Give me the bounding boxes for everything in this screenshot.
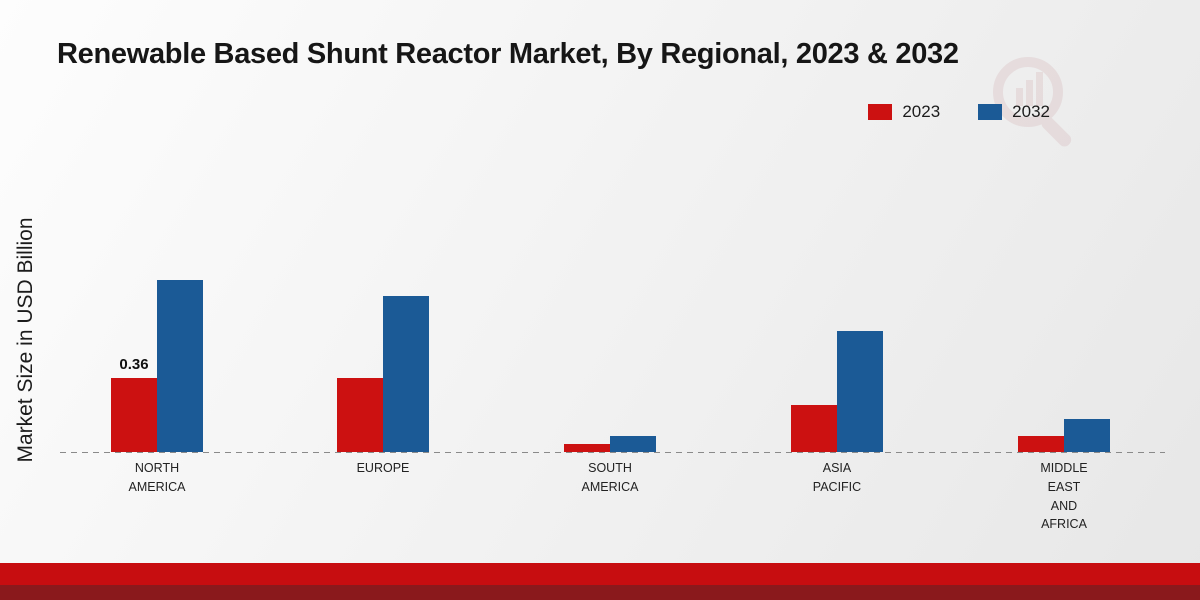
bar-2032-category-0 bbox=[157, 280, 203, 452]
category-label-0: NORTH AMERICA bbox=[128, 461, 186, 494]
legend-item-2032: 2032 bbox=[978, 102, 1050, 122]
bar-2032-category-4 bbox=[1064, 419, 1110, 452]
footer-band bbox=[0, 563, 1200, 585]
x-axis-baseline bbox=[60, 452, 1165, 453]
bar-data-label: 0.36 bbox=[119, 356, 149, 373]
chart-title: Renewable Based Shunt Reactor Market, By… bbox=[57, 38, 959, 70]
watermark-logo bbox=[980, 48, 1090, 163]
bar-2032-category-1 bbox=[383, 296, 429, 452]
category-label-2: SOUTH AMERICA bbox=[581, 461, 639, 494]
bar-2032-category-2 bbox=[610, 436, 656, 452]
legend-item-2023: 2023 bbox=[868, 102, 940, 122]
legend-swatch-2023 bbox=[868, 104, 893, 120]
bar-2023-category-4 bbox=[1018, 436, 1064, 452]
footer-band-dark bbox=[0, 585, 1200, 600]
bar-2023-category-2 bbox=[564, 444, 610, 452]
bar-2023-category-0 bbox=[111, 378, 157, 452]
bar-2023-category-3 bbox=[791, 405, 837, 452]
magnifier-bars-icon bbox=[993, 57, 1072, 147]
category-label-4: MIDDLE EAST AND AFRICA bbox=[1040, 461, 1088, 532]
legend-swatch-2032 bbox=[978, 104, 1003, 120]
bar-2023-category-1 bbox=[337, 378, 383, 452]
legend-label-2023: 2023 bbox=[902, 102, 941, 121]
legend-label-2032: 2032 bbox=[1012, 102, 1050, 121]
category-label-3: ASIA PACIFIC bbox=[812, 461, 862, 494]
legend: 2023 2032 bbox=[868, 102, 1050, 122]
bar-2032-category-3 bbox=[837, 331, 883, 452]
category-label-1: EUROPE bbox=[356, 461, 410, 475]
